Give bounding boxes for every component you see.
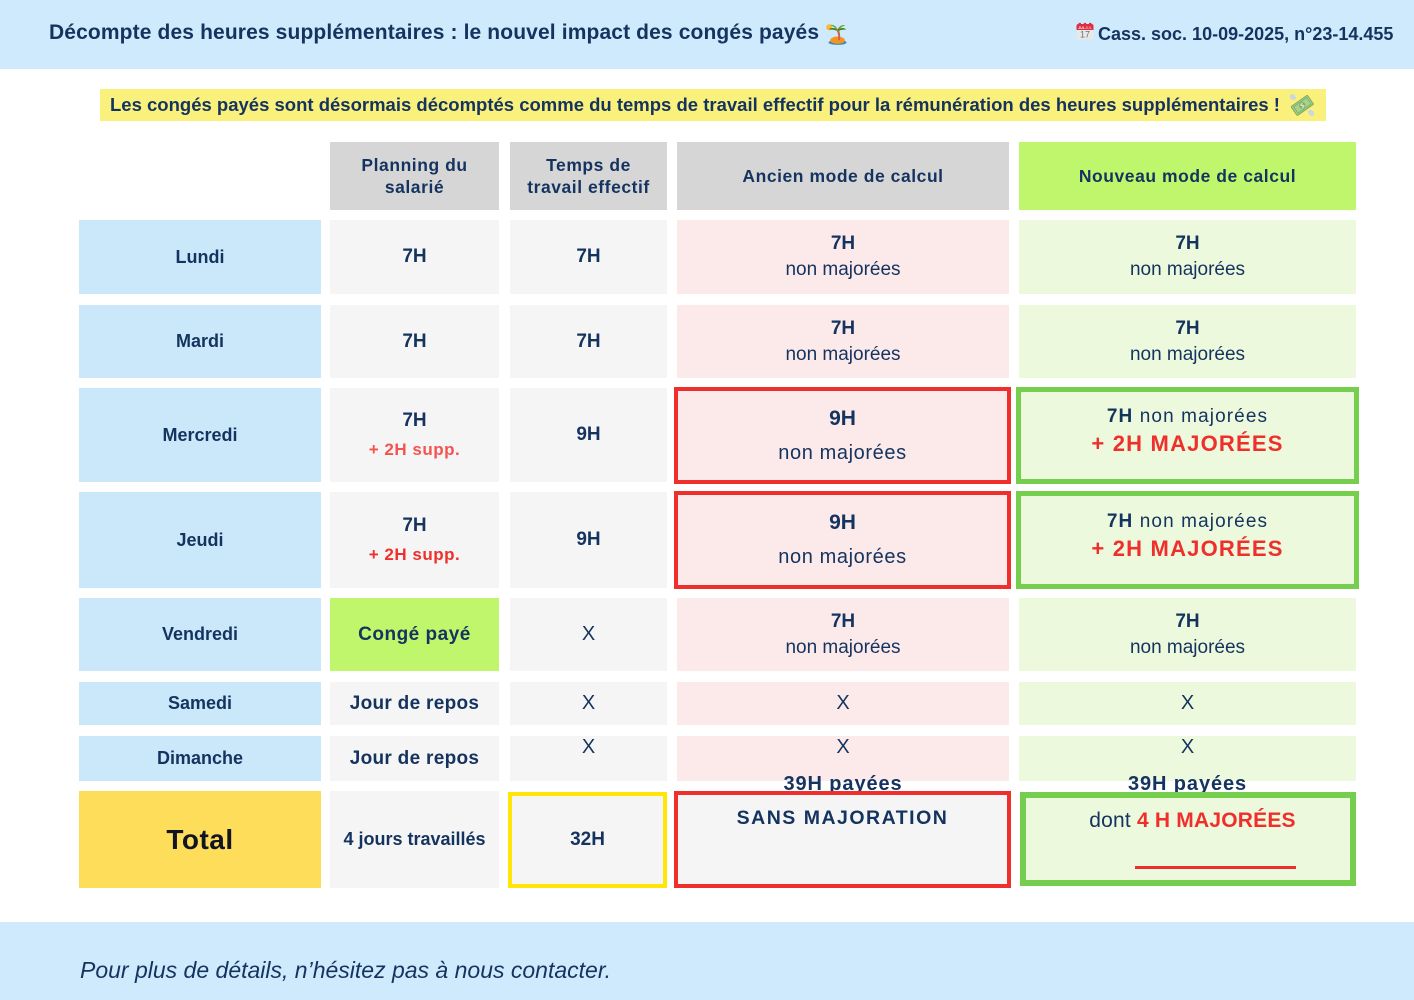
svg-text:17: 17 bbox=[1080, 29, 1090, 39]
svg-text:JUL: JUL bbox=[1085, 26, 1093, 30]
svg-text:$: $ bbox=[1299, 102, 1306, 110]
svg-text:JUL: JUL bbox=[1078, 26, 1086, 30]
